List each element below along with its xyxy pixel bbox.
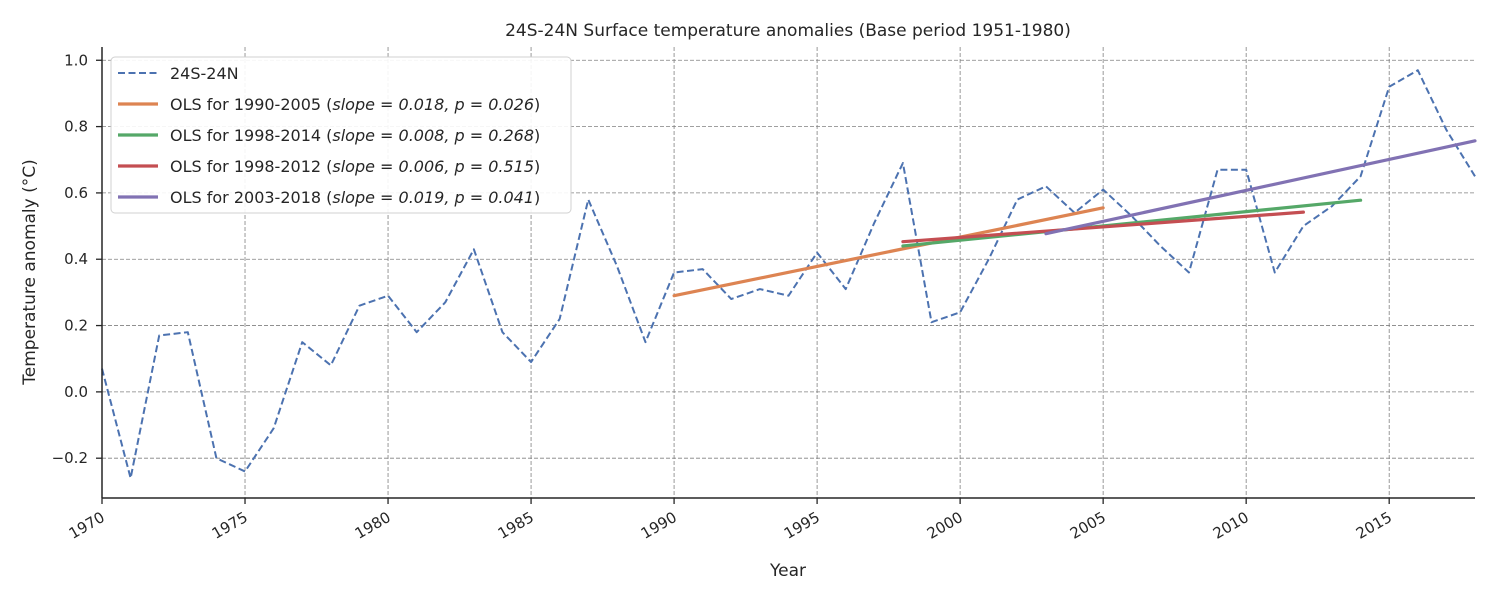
ols-line-2 xyxy=(901,198,1363,248)
x-axis-label: Year xyxy=(769,561,806,581)
legend-label: OLS for 1998-2014 (slope = 0.008, p = 0.… xyxy=(170,126,540,145)
y-tick-label: 0.6 xyxy=(64,184,88,202)
x-tick-label: 1970 xyxy=(66,508,108,543)
legend-label: OLS for 1990-2005 (slope = 0.018, p = 0.… xyxy=(170,95,540,114)
y-tick-label: −0.2 xyxy=(52,449,88,467)
x-tick-label: 2005 xyxy=(1067,508,1109,543)
legend-label: 24S-24N xyxy=(170,64,239,83)
y-tick-label: 0.8 xyxy=(64,118,88,136)
y-ticks: −0.2 0.0 0.2 0.4 0.6 0.8 1.0 xyxy=(52,51,102,467)
x-tick-label: 1995 xyxy=(781,508,823,543)
legend-label: OLS for 1998-2012 (slope = 0.006, p = 0.… xyxy=(170,157,540,176)
legend: 24S-24N OLS for 1990-2005 (slope = 0.018,… xyxy=(110,56,572,214)
y-tick-label: 1.0 xyxy=(64,51,88,69)
x-tick-label: 1980 xyxy=(352,508,394,543)
x-tick-label: 2015 xyxy=(1353,508,1395,543)
x-tick-label: 1985 xyxy=(495,508,537,543)
x-tick-label: 2010 xyxy=(1210,508,1252,543)
series-line-24s-24n xyxy=(101,69,1476,480)
ols-line-4 xyxy=(1044,139,1477,236)
legend-box xyxy=(110,56,572,214)
x-tick-label: 1990 xyxy=(638,508,680,543)
series-layer xyxy=(101,69,1477,480)
x-ticks: 1970 1975 1980 1985 1990 1995 2000 2005 2010 2015 xyxy=(66,498,1395,543)
chart-title: 24S-24N Surface temperature anomalies (B… xyxy=(505,21,1071,41)
ols-line-1 xyxy=(672,206,1105,298)
y-tick-label: 0.2 xyxy=(64,317,88,335)
legend-label: OLS for 2003-2018 (slope = 0.019, p = 0.… xyxy=(170,188,540,207)
x-tick-label: 2000 xyxy=(924,508,966,543)
y-tick-label: 0.0 xyxy=(64,383,88,401)
y-tick-label: 0.4 xyxy=(64,250,88,268)
ols-line-3 xyxy=(901,210,1305,244)
y-axis-label: Temperature anomaly (°C) xyxy=(20,159,40,385)
x-tick-label: 1975 xyxy=(209,508,251,543)
